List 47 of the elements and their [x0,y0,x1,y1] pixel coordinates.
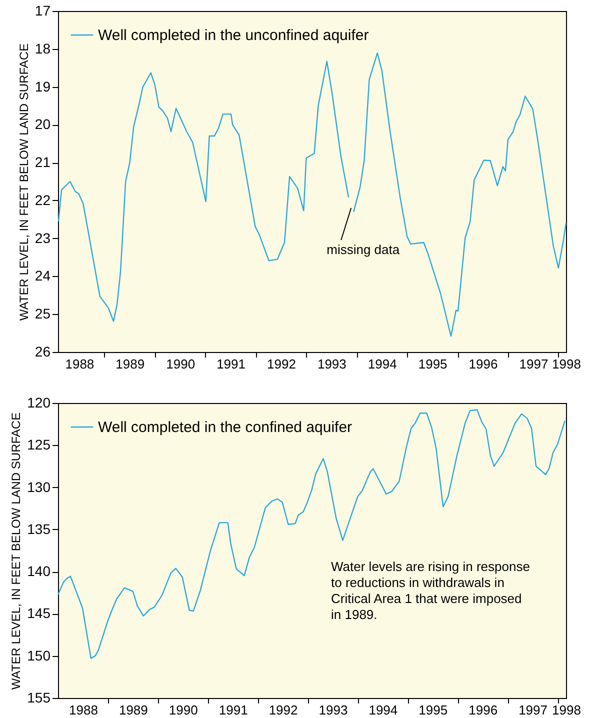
x-tick-label: 1998 [552,356,581,372]
y-axis-title: WATER LEVEL, IN FEET BELOW LAND SURFACE [9,412,24,690]
annotation: Water levels are rising in response to reductions in withdrawals in Critical Area 1 that were imposed in 1989. [331,559,530,622]
annotation: missing data [326,242,400,258]
x-tick-label: 1992 [268,702,298,718]
x-tick-label: 1993 [317,356,346,372]
x-tick-label: 1995 [418,702,448,718]
y-tick-label: 155 [27,690,51,706]
y-tick-label: 22 [34,192,51,208]
x-tick-label: 1989 [118,702,148,718]
y-tick-label: 25 [34,306,51,322]
x-tick-label: 1992 [267,356,296,372]
y-axis-title: WATER LEVEL, IN FEET BELOW LAND SURFACE [16,43,31,321]
y-tick-label: 145 [27,605,51,622]
y-tick-label: 130 [27,478,51,495]
x-tick-label: 1997 [518,702,548,718]
x-tick-label: 1991 [216,356,246,372]
y-tick-label: 120 [27,394,51,410]
x-tick-label: 1996 [468,356,498,372]
x-tick-label: 1994 [368,356,397,372]
line-series [57,409,566,659]
legend-label: Well completed in the confined aquifer [98,419,352,436]
y-tick-label: 24 [34,268,51,284]
x-tick-label: 1990 [166,356,196,372]
y-tick-label: 20 [34,116,51,132]
x-tick-label: 1997 [519,356,548,372]
x-tick-label: 1991 [218,702,248,718]
x-tick-label: 1988 [65,356,94,372]
y-tick-label: 23 [34,230,51,246]
legend-label: Well completed in the unconfined aquifer [98,27,369,44]
x-tick-label: 1990 [168,702,198,718]
y-tick-label: 150 [27,647,51,664]
y-tick-label: 18 [34,40,51,56]
y-tick-label: 135 [27,520,51,537]
x-tick-label: 1998 [552,702,581,718]
y-tick-label: 19 [34,78,51,94]
x-tick-label: 1989 [116,356,145,372]
x-tick-label: 1988 [69,702,98,718]
y-tick-label: 125 [27,436,51,453]
y-tick-label: 140 [27,563,51,580]
y-tick-label: 21 [34,154,51,170]
x-tick-label: 1995 [418,356,448,372]
x-tick-label: 1993 [318,702,348,718]
y-tick-label: 26 [34,344,51,360]
x-tick-label: 1996 [468,702,498,718]
y-tick-label: 17 [34,2,51,18]
x-tick-label: 1994 [368,702,398,718]
